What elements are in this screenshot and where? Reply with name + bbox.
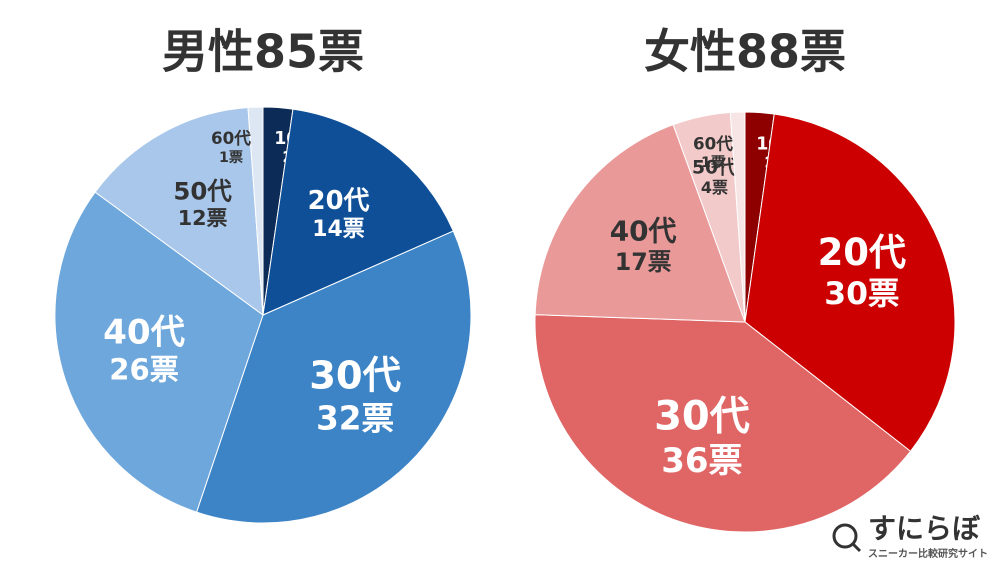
pie-slice <box>534 124 746 323</box>
data-label: 26票 <box>109 353 179 387</box>
pie-slice <box>195 230 472 524</box>
pie-slice <box>94 107 264 317</box>
logo: すにらぼ スニーカー比較研究サイト <box>832 512 988 560</box>
slice-category: 20代 <box>818 231 907 274</box>
data-label: 4票 <box>701 178 728 197</box>
pie-slice <box>744 113 956 452</box>
chart-title: 男性85票 <box>162 25 364 79</box>
chart-title: 女性88票 <box>644 25 846 79</box>
data-label: 1票 <box>219 150 243 166</box>
pie-slice <box>262 108 454 316</box>
data-label: 30票 <box>824 276 899 312</box>
slice-category: 30代 <box>654 393 750 439</box>
data-label: 14票 <box>312 217 365 242</box>
slice-category: 40代 <box>610 215 677 248</box>
data-label: 12票 <box>178 206 228 230</box>
logo-icon <box>832 523 858 549</box>
data-label: 1票 <box>701 155 725 171</box>
logo-tagline: スニーカー比較研究サイト <box>868 547 988 560</box>
pie-slice <box>247 106 264 316</box>
data-label: 36票 <box>661 441 742 481</box>
slice-category: 50代 <box>692 156 737 178</box>
pie-slice <box>54 191 264 513</box>
slice-category: 50代 <box>173 176 232 205</box>
slice-category: 60代 <box>693 133 733 153</box>
data-label: 32票 <box>316 399 394 437</box>
pie-slice <box>534 314 912 533</box>
data-label: 17票 <box>615 248 672 276</box>
slice-category: 20代 <box>308 186 370 216</box>
logo-name: すにらぼ <box>868 512 981 545</box>
slice-category: 40代 <box>103 312 185 352</box>
slice-category: 60代 <box>211 128 251 148</box>
logo-icon <box>851 542 862 553</box>
slice-category: 30代 <box>309 354 401 399</box>
pie-slice <box>729 111 746 323</box>
